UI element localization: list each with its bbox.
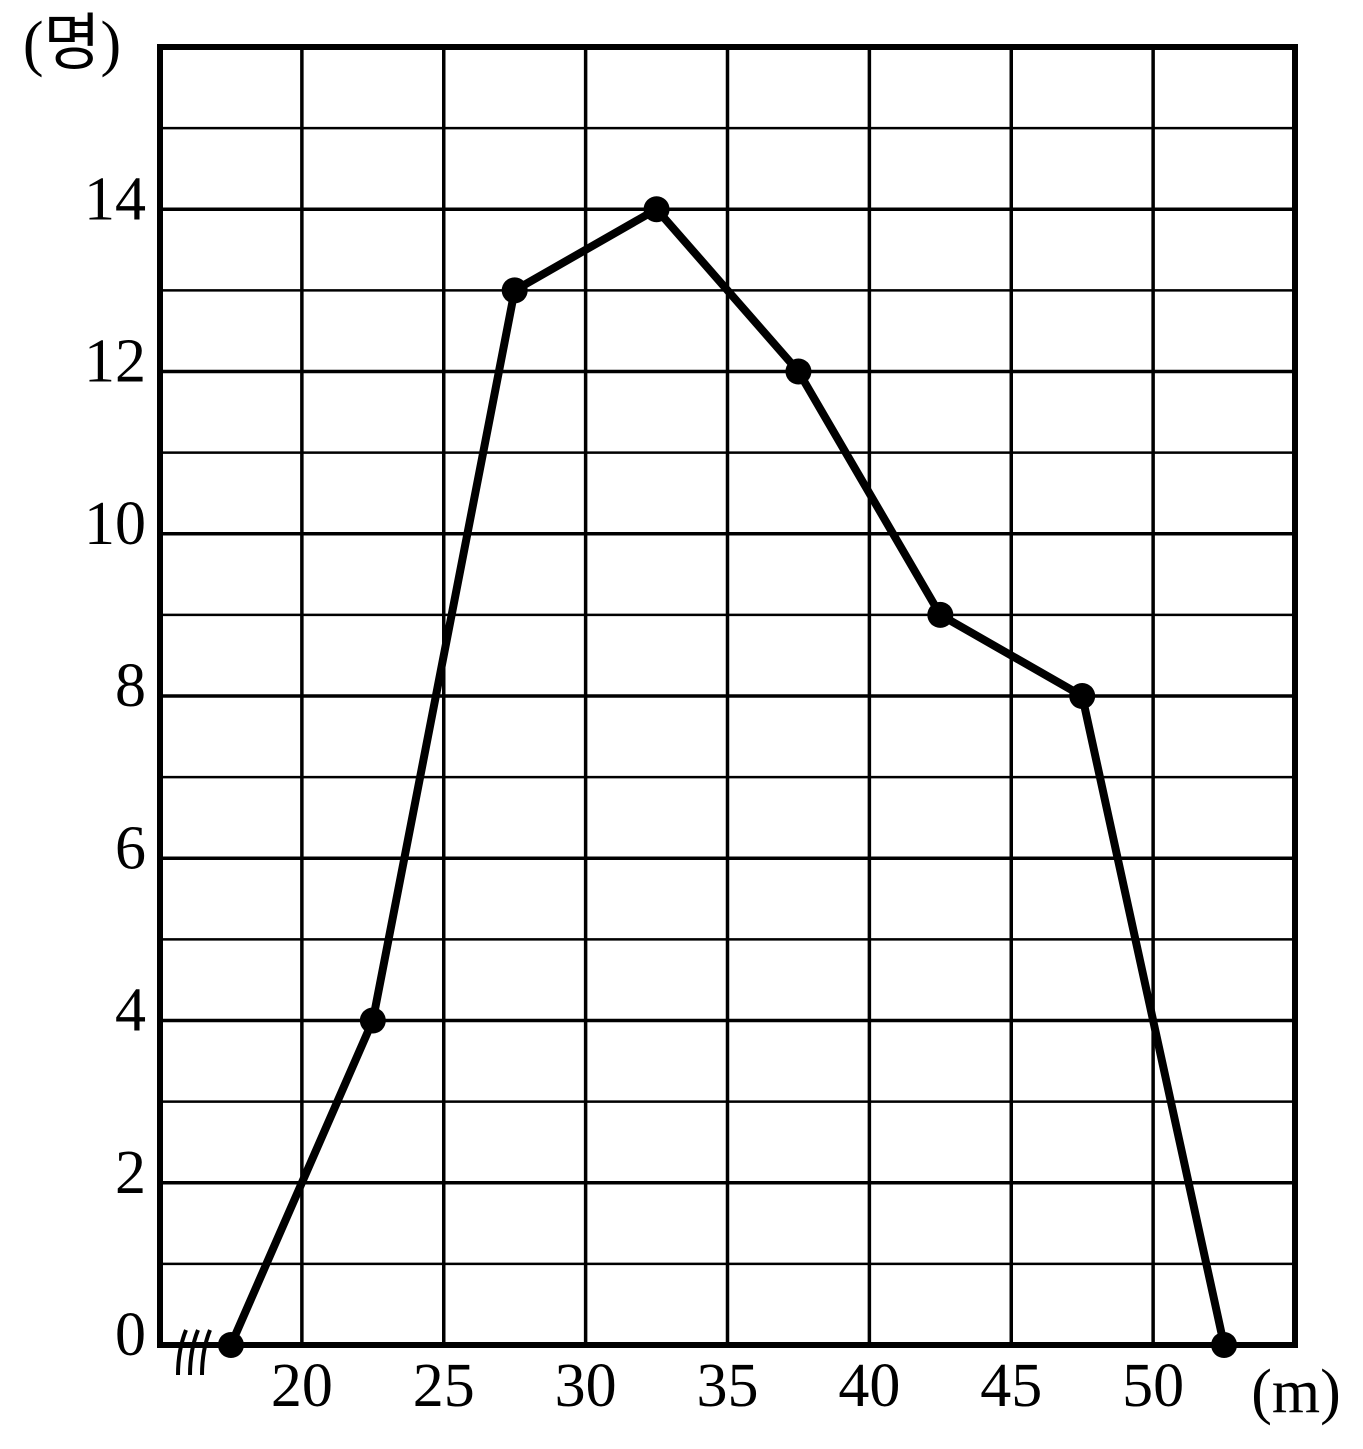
x-tick-label: 25: [413, 1352, 475, 1420]
data-line: [227, 205, 1228, 1347]
x-tick-label: 50: [1122, 1352, 1184, 1420]
y-unit: (명): [23, 10, 121, 78]
y-tick-label: 14: [84, 165, 146, 233]
data-point: [643, 196, 670, 223]
data-point: [785, 358, 812, 385]
axis-break: [176, 1329, 212, 1376]
data-point: [217, 1332, 244, 1358]
plot-frame: [157, 44, 1298, 1348]
y-tick-label: 10: [84, 490, 146, 558]
y-tick-label: 8: [115, 652, 146, 720]
data-point: [359, 1007, 386, 1034]
y-tick-label: 0: [115, 1301, 146, 1369]
x-unit: (m): [1251, 1358, 1341, 1426]
x-tick-label: 45: [980, 1352, 1042, 1420]
data-point: [1211, 1332, 1238, 1358]
y-tick-label: 12: [84, 328, 146, 396]
data-point: [1069, 683, 1096, 709]
data-point: [927, 601, 954, 628]
y-tick-label: 6: [115, 814, 146, 882]
y-tick-label: 2: [115, 1139, 146, 1207]
y-tick-label: 4: [115, 977, 146, 1045]
x-tick-label: 40: [838, 1352, 900, 1420]
data-point: [501, 277, 528, 304]
x-tick-label: 30: [555, 1352, 617, 1420]
x-tick-label: 35: [697, 1352, 759, 1420]
x-tick-label: 20: [271, 1352, 333, 1420]
